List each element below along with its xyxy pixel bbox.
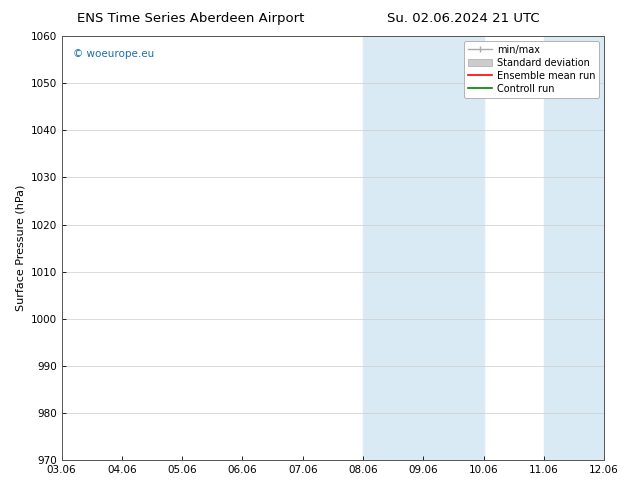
Text: Su. 02.06.2024 21 UTC: Su. 02.06.2024 21 UTC <box>387 12 539 25</box>
Legend: min/max, Standard deviation, Ensemble mean run, Controll run: min/max, Standard deviation, Ensemble me… <box>464 41 599 98</box>
Y-axis label: Surface Pressure (hPa): Surface Pressure (hPa) <box>15 185 25 311</box>
Text: ENS Time Series Aberdeen Airport: ENS Time Series Aberdeen Airport <box>77 12 304 25</box>
Bar <box>544 36 604 460</box>
Text: © woeurope.eu: © woeurope.eu <box>72 49 154 59</box>
Bar <box>363 36 484 460</box>
